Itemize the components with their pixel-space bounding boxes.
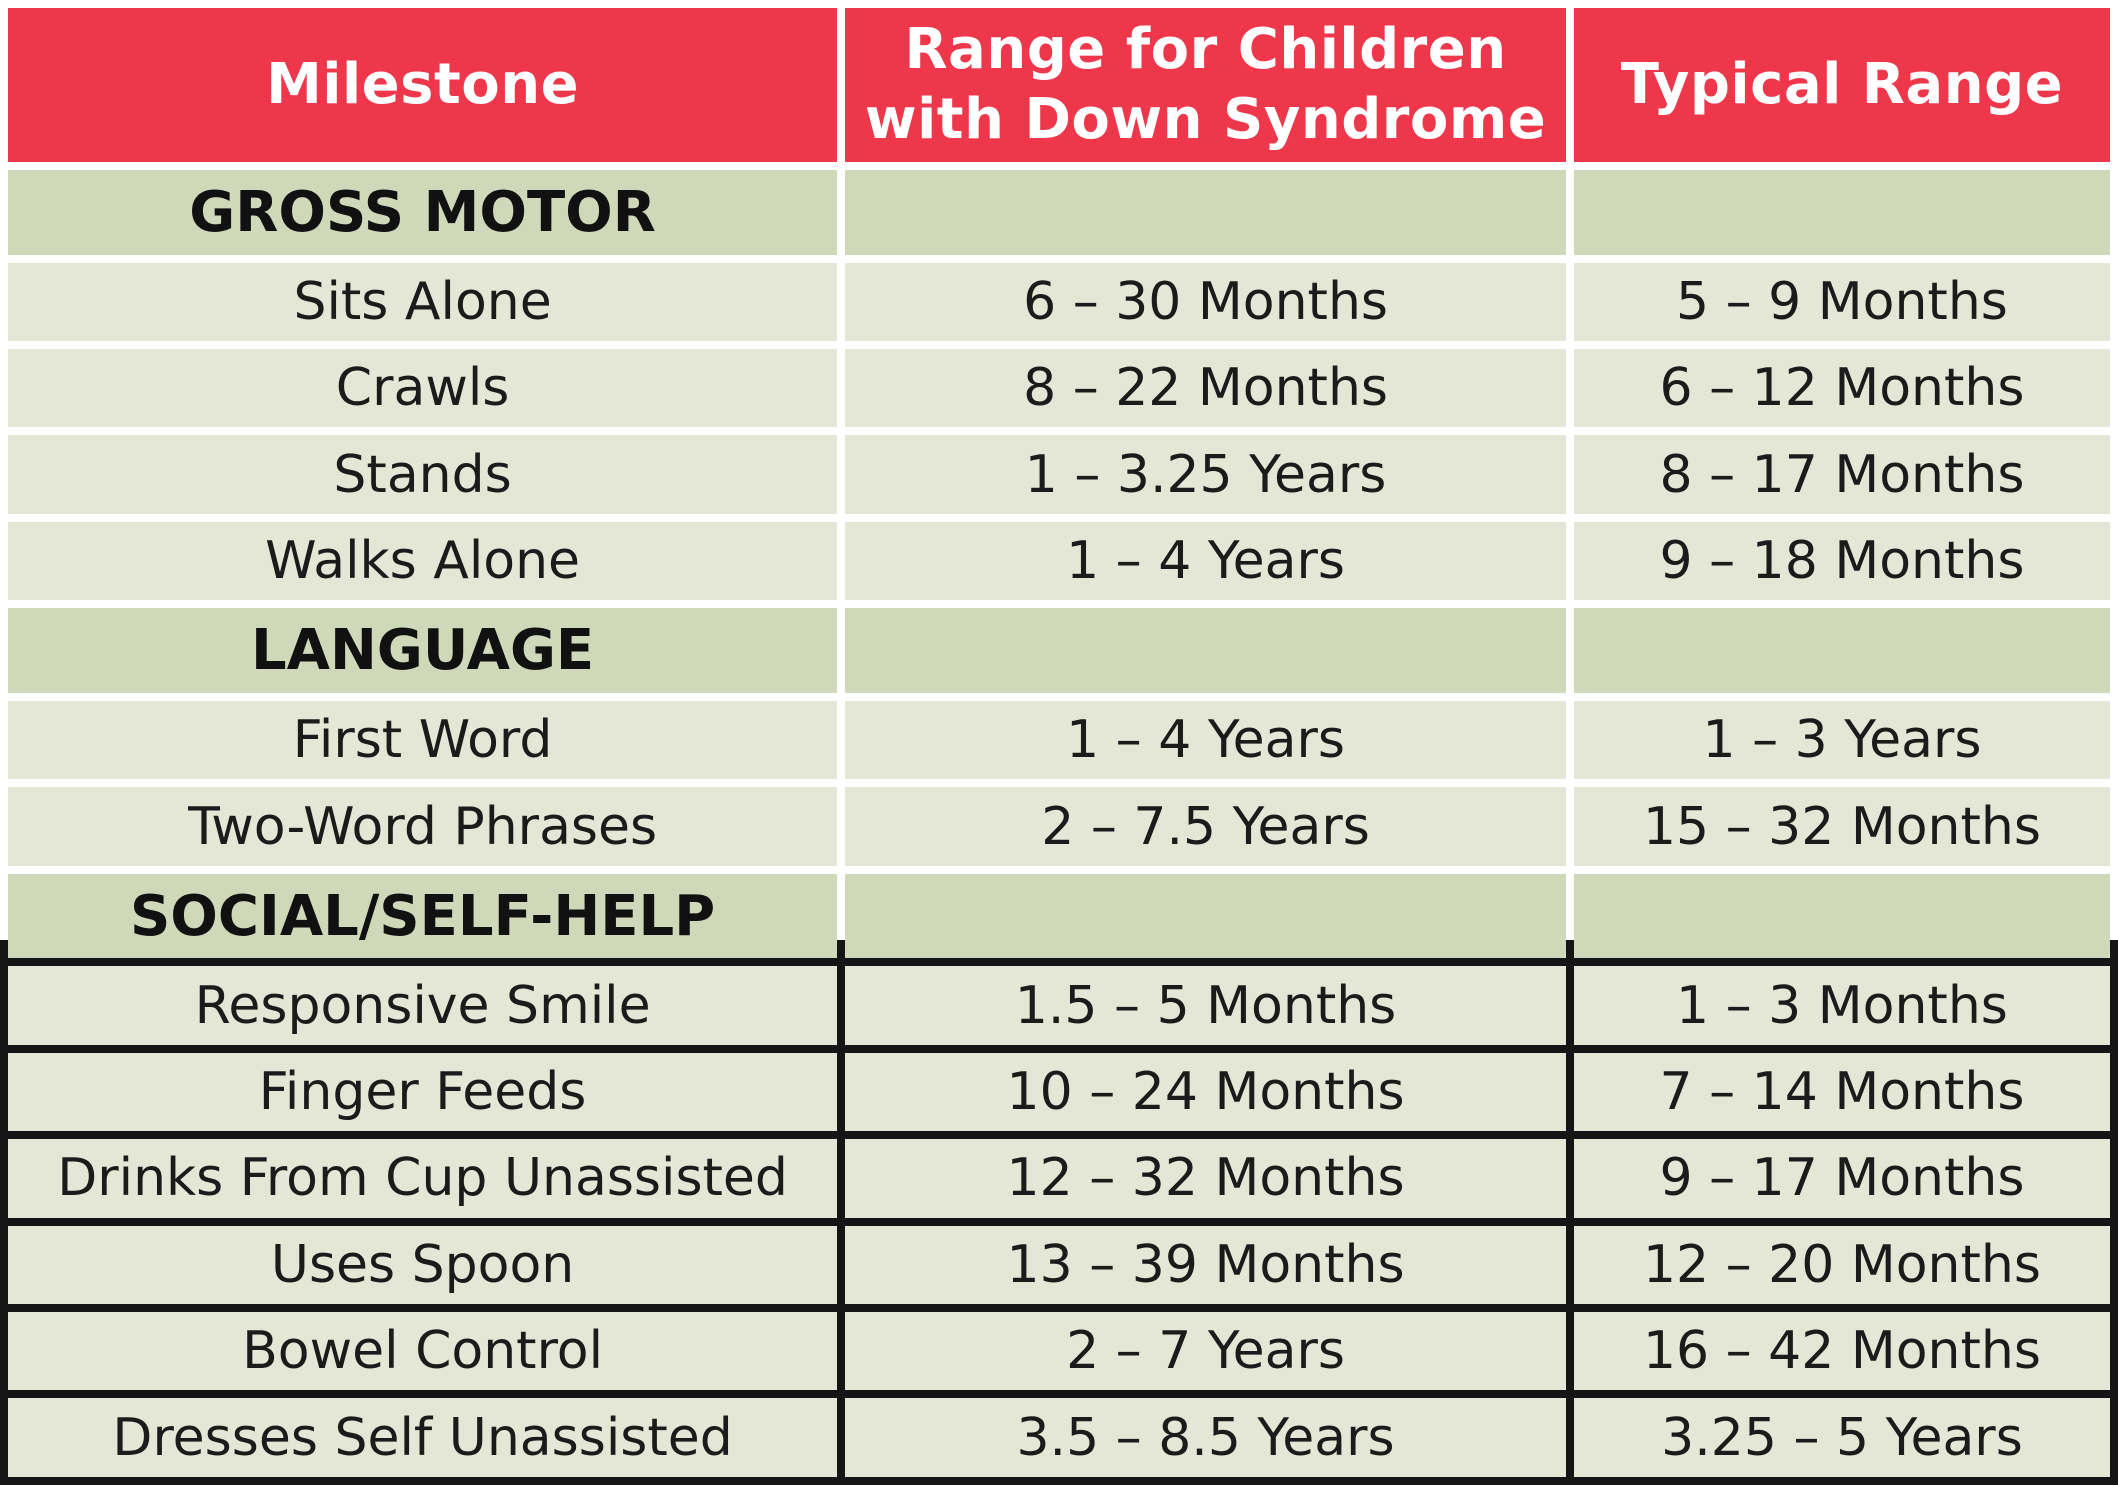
- typical-range-cell: 12 – 20 Months: [1573, 1225, 2110, 1305]
- header-cell-down-syndrome-range: Range for Children with Down Syndrome: [845, 8, 1566, 162]
- typical-range-cell: 1 – 3 Years: [1573, 700, 2110, 780]
- milestone-cell: Crawls: [8, 349, 838, 428]
- typical-range-cell: 8 – 17 Months: [1573, 435, 2110, 514]
- typical-range-cell: 7 – 14 Months: [1573, 1052, 2110, 1132]
- table-header: Milestone Range for Children with Down S…: [8, 8, 2110, 162]
- typical-range-cell: 5 – 9 Months: [1573, 262, 2110, 342]
- typical-range-cell: 15 – 32 Months: [1573, 787, 2110, 866]
- table-row: Responsive Smile 1.5 – 5 Months 1 – 3 Mont…: [8, 966, 2110, 1045]
- table-row: Finger Feeds 10 – 24 Months 7 – 14 Months: [8, 1052, 2110, 1132]
- typical-range-cell: 9 – 17 Months: [1573, 1139, 2110, 1218]
- section-empty-cell: [1573, 608, 2110, 693]
- table-body: GROSS MOTOR Sits Alone 6 – 30 Months 5 – 9 …: [8, 170, 2110, 1477]
- milestone-cell: Bowel Control: [8, 1312, 838, 1391]
- down-syndrome-range-cell: 2 – 7.5 Years: [845, 787, 1566, 866]
- down-syndrome-range-cell: 10 – 24 Months: [845, 1052, 1566, 1132]
- milestone-cell: Walks Alone: [8, 521, 838, 601]
- milestone-cell: Dresses Self Unassisted: [8, 1398, 838, 1477]
- header-row: Milestone Range for Children with Down S…: [8, 8, 2110, 162]
- milestone-cell: Two-Word Phrases: [8, 787, 838, 866]
- section-empty-cell: [845, 873, 1566, 959]
- header-line: with Down Syndrome: [864, 87, 1547, 152]
- milestone-cell: Uses Spoon: [8, 1225, 838, 1305]
- table-row: Drinks From Cup Unassisted 12 – 32 Months…: [8, 1139, 2110, 1218]
- down-syndrome-range-cell: 1 – 4 Years: [845, 700, 1566, 780]
- section-row: SOCIAL/SELF-HELP: [8, 873, 2110, 959]
- header-cell-milestone: Milestone: [8, 8, 838, 162]
- down-syndrome-range-cell: 12 – 32 Months: [845, 1139, 1566, 1218]
- table-row: Bowel Control 2 – 7 Years 16 – 42 Months: [8, 1312, 2110, 1391]
- section-title: GROSS MOTOR: [8, 170, 838, 255]
- table-row: Two-Word Phrases 2 – 7.5 Years 15 – 32 Mon…: [8, 787, 2110, 866]
- down-syndrome-range-cell: 1 – 4 Years: [845, 521, 1566, 601]
- table-row: Dresses Self Unassisted 3.5 – 8.5 Years 3.…: [8, 1398, 2110, 1477]
- section-empty-cell: [1573, 170, 2110, 255]
- section-empty-cell: [845, 170, 1566, 255]
- section-title: LANGUAGE: [8, 608, 838, 693]
- down-syndrome-range-cell: 2 – 7 Years: [845, 1312, 1566, 1391]
- table-row: Crawls 8 – 22 Months 6 – 12 Months: [8, 349, 2110, 428]
- milestone-cell: First Word: [8, 700, 838, 780]
- section-empty-cell: [1573, 873, 2110, 959]
- milestone-cell: Drinks From Cup Unassisted: [8, 1139, 838, 1218]
- milestone-cell: Finger Feeds: [8, 1052, 838, 1132]
- section-row: LANGUAGE: [8, 608, 2110, 693]
- table-row: Sits Alone 6 – 30 Months 5 – 9 Months: [8, 262, 2110, 342]
- typical-range-cell: 9 – 18 Months: [1573, 521, 2110, 601]
- header-cell-typical-range: Typical Range: [1573, 8, 2110, 162]
- table-row: Uses Spoon 13 – 39 Months 12 – 20 Months: [8, 1225, 2110, 1305]
- milestone-cell: Sits Alone: [8, 262, 838, 342]
- typical-range-cell: 3.25 – 5 Years: [1573, 1398, 2110, 1477]
- section-title: SOCIAL/SELF-HELP: [8, 873, 838, 959]
- down-syndrome-range-cell: 13 – 39 Months: [845, 1225, 1566, 1305]
- header-line: Range for Children: [904, 17, 1507, 82]
- section-row: GROSS MOTOR: [8, 170, 2110, 255]
- down-syndrome-range-cell: 1 – 3.25 Years: [845, 435, 1566, 514]
- typical-range-cell: 16 – 42 Months: [1573, 1312, 2110, 1391]
- table-row: Walks Alone 1 – 4 Years 9 – 18 Months: [8, 521, 2110, 601]
- header-line: Typical Range: [1620, 52, 2064, 117]
- typical-range-cell: 1 – 3 Months: [1573, 966, 2110, 1045]
- down-syndrome-range-cell: 3.5 – 8.5 Years: [845, 1398, 1566, 1477]
- typical-range-cell: 6 – 12 Months: [1573, 349, 2110, 428]
- milestone-cell: Responsive Smile: [8, 966, 838, 1045]
- table-row: Stands 1 – 3.25 Years 8 – 17 Months: [8, 435, 2110, 514]
- down-syndrome-range-cell: 6 – 30 Months: [845, 262, 1566, 342]
- down-syndrome-range-cell: 1.5 – 5 Months: [845, 966, 1566, 1045]
- milestone-cell: Stands: [8, 435, 838, 514]
- header-line: Milestone: [266, 52, 580, 117]
- table-row: First Word 1 – 4 Years 1 – 3 Years: [8, 700, 2110, 780]
- section-empty-cell: [845, 608, 1566, 693]
- down-syndrome-range-cell: 8 – 22 Months: [845, 349, 1566, 428]
